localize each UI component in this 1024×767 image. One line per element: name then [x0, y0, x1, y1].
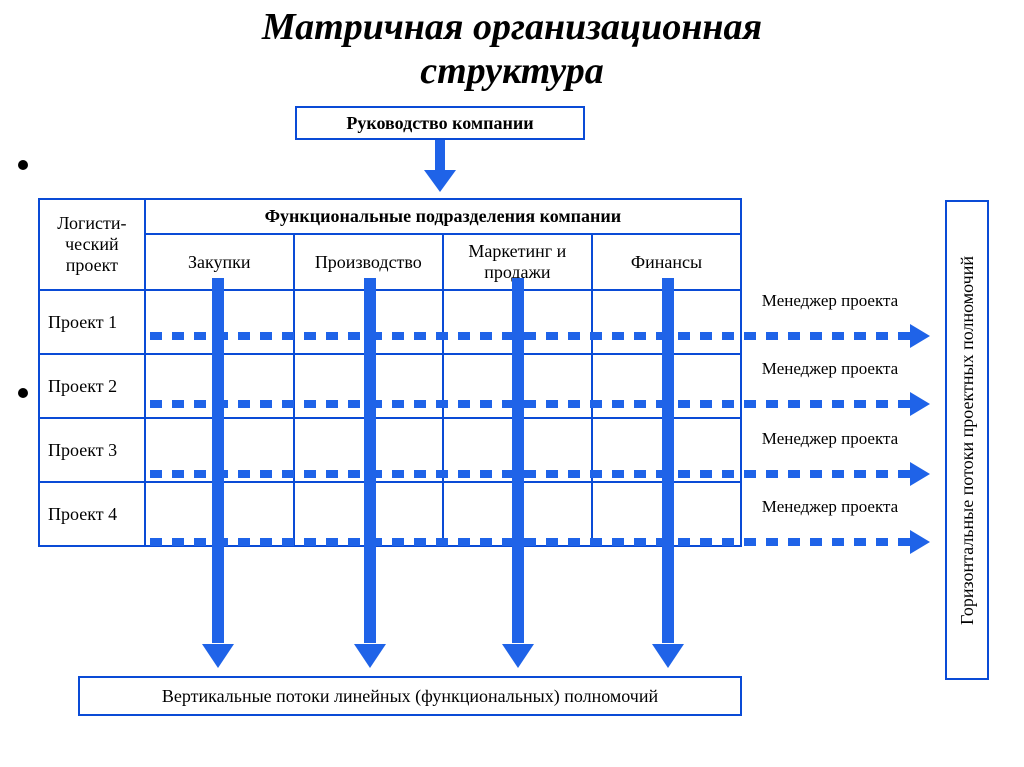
functional-header: Функциональные подразделения компании [145, 199, 741, 234]
vertical-flows-label: Вертикальные потоки линейных (функционал… [162, 686, 658, 707]
project-row: Проект 1 [39, 290, 741, 354]
project-label: Проект 4 [39, 482, 145, 546]
project-label: Проект 1 [39, 290, 145, 354]
project-row: Проект 4 [39, 482, 741, 546]
vertical-authority-arrow [512, 278, 524, 668]
vertical-authority-arrow [364, 278, 376, 668]
horizontal-flows-box: Горизонтальные потоки проектных полномоч… [945, 200, 989, 680]
project-manager-label: Менеджер проекта [755, 498, 905, 516]
project-manager-label: Менеджер проекта [755, 292, 905, 310]
project-label: Проект 3 [39, 418, 145, 482]
company-leadership-label: Руководство компании [346, 113, 533, 134]
title-line-1: Матричная организационная [262, 6, 762, 48]
matrix-org-diagram: Руководство компании Логисти-ческий прое… [0, 100, 1024, 760]
vertical-flows-box: Вертикальные потоки линейных (функционал… [78, 676, 742, 716]
project-manager-label: Менеджер проекта [755, 430, 905, 448]
project-label: Проект 2 [39, 354, 145, 418]
matrix-table: Логисти-ческий проект Функциональные под… [38, 198, 742, 547]
page-title: Матричная организационная структура [0, 0, 1024, 93]
horizontal-project-arrow [150, 332, 930, 340]
horizontal-flows-label: Горизонтальные потоки проектных полномоч… [957, 256, 978, 625]
vertical-authority-arrow [662, 278, 674, 668]
vertical-authority-arrow [212, 278, 224, 668]
project-row: Проект 2 [39, 354, 741, 418]
project-manager-label: Менеджер проекта [755, 360, 905, 378]
horizontal-project-arrow [150, 538, 930, 546]
project-column-header: Логисти-ческий проект [39, 199, 145, 290]
leadership-arrow-down [432, 140, 448, 192]
horizontal-project-arrow [150, 400, 930, 408]
company-leadership-box: Руководство компании [295, 106, 585, 140]
title-line-2: структура [420, 50, 604, 92]
horizontal-project-arrow [150, 470, 930, 478]
